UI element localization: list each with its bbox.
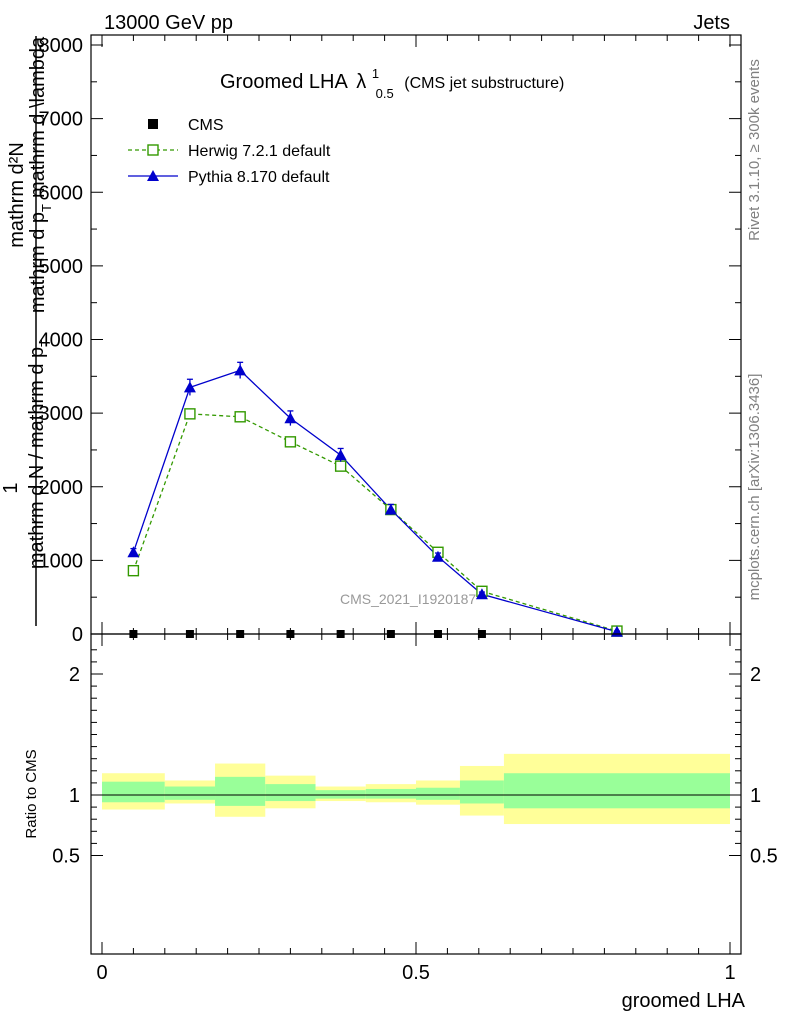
y-label-den-rest: mathrm d \lambda xyxy=(27,36,49,198)
plot-title: Groomed LHA λ 1 0.5 (CMS jet substructur… xyxy=(220,61,564,103)
title-main: Groomed LHA xyxy=(220,71,348,93)
pythia-point xyxy=(183,381,196,393)
header-left: 13000 GeV pp xyxy=(104,12,233,34)
legend-cms-label: CMS xyxy=(188,117,224,134)
herwig-line xyxy=(132,413,618,632)
title-note: (CMS jet substructure) xyxy=(404,75,564,92)
y-label-main-text: mathrm d N / mathrm d p xyxy=(26,347,48,569)
legend-cms-marker xyxy=(148,119,158,129)
y-label-numerator: mathrm d²N xyxy=(6,142,28,248)
herwig-point xyxy=(334,460,347,472)
legend: CMS Herwig 7.2.1 default Pythia 8.170 de… xyxy=(128,117,331,186)
ratio-band-inner xyxy=(102,781,165,803)
y-axis-label: 1 mathrm d N / mathrm d pT mathrm d²N ma… xyxy=(0,36,54,626)
ratio-band-inner xyxy=(265,784,316,802)
herwig-point xyxy=(184,408,196,420)
ratio-x-ticks: 0 0.5 1 xyxy=(96,634,736,984)
main-y-tick-label: 5000 xyxy=(39,256,84,278)
ratio-band-inner xyxy=(365,788,416,799)
main-y-ticks: 0 1000 2000 3000 4000 5000 6000 7000 8000 xyxy=(39,35,741,646)
ratio-band-inner xyxy=(416,787,460,800)
title-sup: 1 xyxy=(372,66,379,81)
x-tick-label: 0 xyxy=(96,962,107,984)
pythia-point xyxy=(127,546,140,558)
title-sub: 0.5 xyxy=(376,86,394,101)
ratio-band-inner xyxy=(459,780,504,804)
pythia-point xyxy=(284,412,297,424)
rivet-info: Rivet 3.1.10, ≥ 300k events xyxy=(746,59,763,241)
main-x-ticks xyxy=(101,35,731,634)
main-panel: 0 1000 2000 3000 4000 5000 6000 7000 8000 Groome… xyxy=(0,34,742,646)
ratio-y-label: Ratio to CMS xyxy=(23,749,40,838)
legend-herwig-marker xyxy=(147,144,159,156)
title-symbol: λ xyxy=(356,71,366,93)
y-label-prefix: 1 xyxy=(0,482,22,493)
ratio-band-inner xyxy=(315,790,366,799)
y-label-den-sub: T xyxy=(39,204,54,212)
x-tick-label: 1 xyxy=(724,962,735,984)
main-y-tick-label: 2000 xyxy=(39,477,84,499)
ratio-panel: 0.5 0.51 12 2 0 0.5 1 Ratio to CMS groomed LH… xyxy=(23,633,778,1012)
analysis-watermark: CMS_2021_I1920187 xyxy=(340,591,476,607)
herwig-point xyxy=(284,436,297,448)
main-y-tick-label: 8000 xyxy=(39,35,84,57)
y-label-main: mathrm d N / mathrm d pT xyxy=(26,339,53,569)
legend-herwig-label: Herwig 7.2.1 default xyxy=(188,143,331,160)
ratio-bands xyxy=(102,753,730,825)
main-y-tick-label: 0 xyxy=(72,624,83,646)
legend-pythia-label: Pythia 8.170 default xyxy=(188,169,330,186)
header-right: Jets xyxy=(693,12,730,34)
pythia-point xyxy=(384,503,397,515)
main-y-tick-label: 3000 xyxy=(39,403,84,425)
ratio-y-tick-label-right: 1 xyxy=(750,785,761,807)
y-label-den-text: mathrm d p xyxy=(27,212,49,313)
legend-pythia-marker xyxy=(147,170,159,181)
herwig-point xyxy=(127,564,140,577)
herwig-point xyxy=(234,411,246,423)
mcplots-info: mcplots.cern.ch [arXiv:1306.3436] xyxy=(746,374,763,601)
main-y-tick-label: 4000 xyxy=(39,330,84,352)
y-label-main-sub: T xyxy=(38,339,53,347)
main-y-tick-label: 7000 xyxy=(39,109,84,131)
main-y-tick-label: 6000 xyxy=(39,182,84,204)
pythia-point xyxy=(234,364,247,376)
ratio-y-tick-label: 0.5 xyxy=(52,846,80,868)
ratio-band-inner xyxy=(215,776,266,806)
ratio-band-inner xyxy=(164,786,216,800)
ratio-band-inner xyxy=(503,773,730,809)
pythia-point xyxy=(431,550,444,562)
y-label-denominator: mathrm d pTmathrm d \lambda xyxy=(27,36,54,313)
x-tick-label: 0.5 xyxy=(402,962,430,984)
pythia-point xyxy=(475,588,488,600)
pythia-point xyxy=(334,449,347,461)
ratio-y-tick-label-right: 2 xyxy=(750,664,761,686)
ratio-y-tick-label-right: 0.5 xyxy=(750,846,778,868)
ratio-y-tick-label: 2 xyxy=(69,664,80,686)
ratio-y-ticks: 0.5 0.5 1 1 2 2 xyxy=(52,649,778,868)
ratio-y-tick-label: 1 xyxy=(69,785,80,807)
main-y-tick-label: 1000 xyxy=(39,550,84,572)
x-axis-label: groomed LHA xyxy=(622,990,746,1012)
